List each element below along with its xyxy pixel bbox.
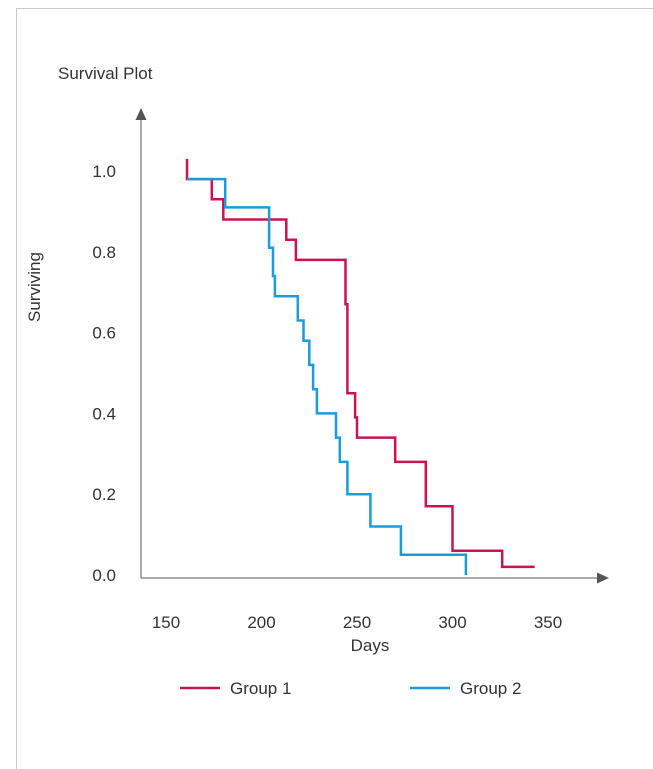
x-axis-arrow [597, 572, 609, 584]
legend: Group 1 Group 2 [180, 679, 521, 698]
x-tick-label: 250 [343, 613, 371, 632]
chart-title: Survival Plot [58, 64, 153, 83]
legend-label-group-2: Group 2 [460, 679, 521, 698]
x-tick-label: 200 [247, 613, 275, 632]
y-tick-label: 0.4 [92, 404, 116, 423]
y-tick-label: 0.8 [92, 243, 116, 262]
x-tick-label: 350 [534, 613, 562, 632]
x-tick-label: 300 [438, 613, 466, 632]
y-axis-arrow [135, 108, 147, 120]
series-lines [185, 158, 535, 575]
series-line-group-1 [185, 158, 535, 569]
x-axis-label: Days [351, 636, 390, 655]
y-tick-label: 0.6 [92, 324, 116, 343]
y-tick-label: 0.0 [92, 566, 116, 585]
y-axis-label: Surviving [25, 252, 44, 322]
x-tick-label: 150 [152, 613, 180, 632]
series-line-group-2 [187, 177, 468, 575]
chart-frame [16, 8, 653, 769]
y-tick-label: 0.2 [92, 485, 116, 504]
y-tick-label: 1.0 [92, 162, 116, 181]
tick-labels: 150 200 250 300 350 0.0 0.2 0.4 0.6 0.8 1.0 [92, 162, 562, 632]
legend-label-group-1: Group 1 [230, 679, 291, 698]
